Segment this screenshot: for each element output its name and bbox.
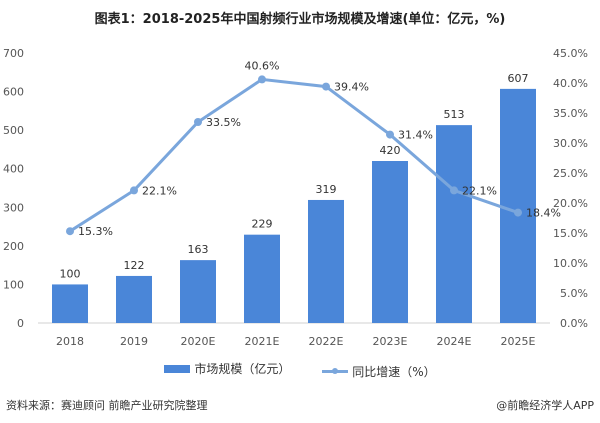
line-value-label: 22.1% bbox=[462, 184, 497, 197]
bar-value-label: 229 bbox=[252, 218, 273, 231]
legend-item-line: 同比增速（%） bbox=[322, 363, 436, 380]
right-tick-label: 20.0% bbox=[553, 197, 588, 210]
line-point bbox=[322, 82, 330, 91]
x-tick-label: 2023E bbox=[373, 335, 408, 348]
line-point bbox=[66, 227, 74, 236]
x-tick-label: 2020E bbox=[181, 335, 216, 348]
line-value-label: 39.4% bbox=[334, 81, 369, 94]
x-tick-label: 2022E bbox=[309, 335, 344, 348]
right-tick-label: 45.0% bbox=[553, 47, 588, 60]
line-value-label: 31.4% bbox=[398, 129, 433, 142]
bar bbox=[308, 199, 344, 323]
x-tick-label: 2018 bbox=[56, 335, 84, 348]
left-tick-label: 600 bbox=[3, 86, 24, 99]
x-tick-label: 2021E bbox=[245, 335, 280, 348]
line-point bbox=[450, 186, 458, 195]
left-tick-label: 200 bbox=[3, 240, 24, 253]
right-tick-label: 40.0% bbox=[553, 77, 588, 90]
left-tick-label: 400 bbox=[3, 163, 24, 176]
line-point bbox=[258, 75, 266, 84]
right-tick-label: 25.0% bbox=[553, 167, 588, 180]
line-point bbox=[386, 130, 394, 139]
line-point bbox=[130, 186, 138, 195]
line-value-label: 22.1% bbox=[142, 184, 177, 197]
legend-swatch-line bbox=[322, 367, 349, 374]
line-value-label: 33.5% bbox=[206, 116, 241, 129]
left-tick-label: 700 bbox=[3, 47, 24, 60]
bar bbox=[180, 260, 216, 323]
right-tick-label: 15.0% bbox=[553, 227, 588, 240]
line-value-label: 40.6% bbox=[245, 59, 280, 72]
bar bbox=[372, 161, 408, 323]
credit: @前瞻经济学人APP bbox=[496, 399, 594, 412]
growth-line bbox=[69, 77, 519, 233]
bar-value-label: 420 bbox=[380, 144, 401, 157]
bar-value-label: 319 bbox=[316, 183, 337, 196]
bar bbox=[500, 88, 536, 323]
bar-value-label: 513 bbox=[444, 108, 465, 121]
left-tick-label: 100 bbox=[3, 278, 24, 291]
legend-label-line: 同比增速（%） bbox=[352, 364, 436, 379]
left-tick-label: 0 bbox=[17, 317, 24, 330]
bar bbox=[52, 284, 88, 323]
right-tick-label: 10.0% bbox=[553, 257, 588, 270]
x-tick-label: 2025E bbox=[501, 335, 536, 348]
line-point bbox=[514, 208, 522, 217]
bar-value-label: 607 bbox=[508, 72, 529, 85]
bar bbox=[244, 234, 280, 323]
chart-title: 图表1：2018-2025年中国射频行业市场规模及增速(单位：亿元，%) bbox=[94, 12, 506, 27]
line-value-label: 15.3% bbox=[78, 225, 113, 238]
bar-value-label: 122 bbox=[124, 259, 145, 272]
right-tick-label: 30.0% bbox=[553, 137, 588, 150]
left-tick-label: 500 bbox=[3, 124, 24, 137]
x-tick-label: 2024E bbox=[437, 335, 472, 348]
legend-item-bar: 市场规模（亿元） bbox=[164, 360, 290, 377]
legend-swatch-bar bbox=[164, 364, 191, 373]
source-note: 资料来源：赛迪顾问 前瞻产业研究院整理 bbox=[6, 399, 208, 412]
legend: 市场规模（亿元） 同比增速（%） bbox=[0, 360, 600, 380]
bar-value-label: 100 bbox=[60, 267, 81, 280]
right-tick-label: 0.0% bbox=[560, 317, 588, 330]
bar bbox=[116, 275, 152, 323]
left-tick-label: 300 bbox=[3, 201, 24, 214]
x-tick-label: 2019 bbox=[120, 335, 148, 348]
right-tick-label: 35.0% bbox=[553, 107, 588, 120]
bar bbox=[436, 125, 472, 323]
line-point bbox=[194, 118, 202, 126]
legend-label-bar: 市场规模（亿元） bbox=[194, 362, 291, 376]
bar-value-label: 163 bbox=[188, 243, 209, 256]
line-value-label: 18.4% bbox=[526, 207, 561, 220]
right-tick-label: 5.0% bbox=[560, 287, 588, 300]
